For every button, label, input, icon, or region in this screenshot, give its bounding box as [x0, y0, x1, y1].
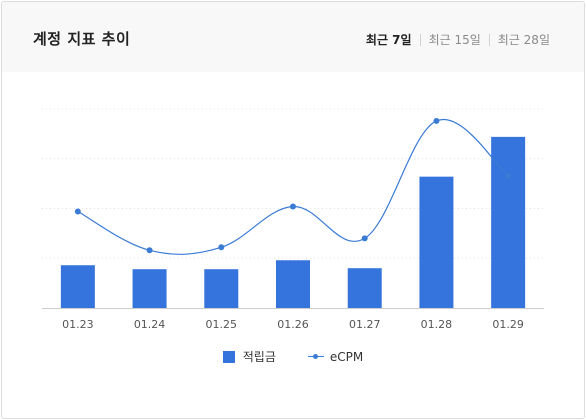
x-tick-label: 01.26 — [277, 318, 309, 331]
card-header: 계정 지표 추이 최근 7일 최근 15일 최근 28일 — [2, 2, 584, 72]
ecpm-point[interactable] — [218, 244, 225, 251]
bar[interactable] — [132, 269, 167, 308]
bar[interactable] — [491, 136, 526, 308]
x-tick-label: 01.24 — [134, 318, 166, 331]
legend-line-swatch — [307, 351, 324, 363]
bar[interactable] — [204, 269, 239, 308]
card-title: 계정 지표 추이 — [33, 30, 131, 48]
ecpm-point[interactable] — [433, 117, 440, 124]
legend-bar-label: 적립금 — [242, 350, 276, 364]
tab-divider — [488, 33, 490, 46]
tab-last-28-days[interactable]: 최근 28일 — [497, 33, 550, 47]
ecpm-point[interactable] — [74, 208, 81, 215]
x-tick-label: 01.27 — [349, 318, 381, 331]
x-tick-label: 01.28 — [421, 318, 453, 331]
bar[interactable] — [419, 176, 454, 308]
ecpm-point[interactable] — [146, 247, 153, 254]
tab-divider — [419, 33, 421, 46]
legend-bar-swatch — [222, 350, 235, 363]
ecpm-point[interactable] — [290, 203, 296, 210]
ecpm-point[interactable] — [361, 235, 368, 242]
tab-last-7-days[interactable]: 최근 7일 — [365, 33, 412, 47]
chart-legend: 적립금 eCPM — [2, 348, 584, 365]
x-tick-label: 01.23 — [62, 318, 94, 331]
bar[interactable] — [276, 260, 310, 308]
tab-last-15-days[interactable]: 최근 15일 — [428, 33, 481, 47]
legend-line-label: eCPM — [329, 349, 364, 364]
x-tick-label: 01.29 — [492, 318, 524, 331]
period-tabs: 최근 7일 최근 15일 최근 28일 — [366, 31, 550, 48]
legend-item-bar[interactable]: 적립금 — [222, 348, 276, 365]
legend-item-line[interactable]: eCPM — [307, 349, 364, 364]
bar[interactable] — [347, 268, 382, 308]
bar[interactable] — [60, 265, 95, 308]
x-tick-label: 01.25 — [206, 318, 238, 331]
ecpm-point[interactable] — [505, 172, 512, 179]
